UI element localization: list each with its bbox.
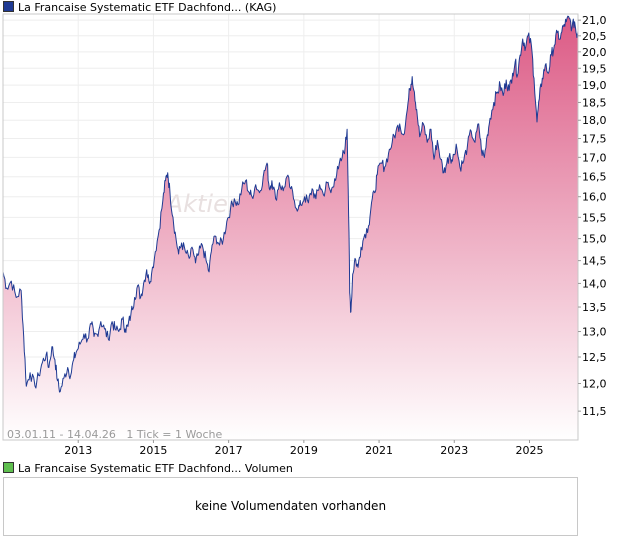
range-info-text: 03.01.11 - 14.04.26 1 Tick = 1 Woche [7,428,222,441]
legend-series-label: La Francaise Systematic ETF Dachfond... [18,1,242,14]
x-axis: 2013 2015 2017 2019 2021 2023 2025 [64,440,543,457]
y-tick-label: 21,0 [582,14,607,27]
y-axis: 11,5 12,0 12,5 13,0 13,5 14,0 14,5 15,0 15,5 16,0… [578,14,607,418]
volume-chart-legend: La Francaise Systematic ETF Dachfond... … [3,462,293,475]
legend-volume-tag: Volumen [244,462,293,475]
series-color-swatch [3,1,14,12]
y-tick-label: 20,0 [582,46,607,59]
x-tick-label: 2017 [215,444,243,457]
y-tick-label: 13,0 [582,326,607,339]
y-tick-label: 14,5 [582,255,607,268]
volume-panel: keine Volumendaten vorhanden [3,477,578,536]
y-tick-label: 17,0 [582,151,607,164]
y-tick-label: 18,5 [582,96,607,109]
legend-volume-series-label: La Francaise Systematic ETF Dachfond... [18,462,242,475]
y-tick-label: 15,0 [582,233,607,246]
y-tick-label: 19,5 [582,62,607,75]
x-tick-label: 2025 [515,444,543,457]
x-tick-label: 2013 [64,444,92,457]
y-tick-label: 16,0 [582,191,607,204]
price-line [3,15,578,393]
y-tick-label: 16,5 [582,171,607,184]
y-tick-label: 11,5 [582,405,607,418]
y-tick-label: 17,5 [582,133,607,146]
price-area-fill [3,16,578,440]
plot-area-border [2,13,579,441]
price-chart: Aktiencheck 11,512,012,513,013,514,014,5… [2,13,607,457]
volume-color-swatch [3,462,14,473]
price-chart-legend: La Francaise Systematic ETF Dachfond... … [3,1,276,14]
y-tick-label: 18,0 [582,114,607,127]
y-tick-label: 13,5 [582,301,607,314]
x-tick-label: 2021 [365,444,393,457]
y-tick-label: 12,5 [582,351,607,364]
y-tick-label: 14,0 [582,277,607,290]
legend-series-tag: (KAG) [244,1,277,14]
y-tick-label: 19,0 [582,79,607,92]
x-tick-label: 2019 [290,444,318,457]
x-tick-label: 2023 [440,444,468,457]
no-volume-message: keine Volumendaten vorhanden [194,499,387,513]
x-tick-label: 2015 [139,444,167,457]
y-tick-label: 12,0 [582,378,607,391]
y-tick-label: 15,5 [582,211,607,224]
y-tick-label: 20,5 [582,30,607,43]
